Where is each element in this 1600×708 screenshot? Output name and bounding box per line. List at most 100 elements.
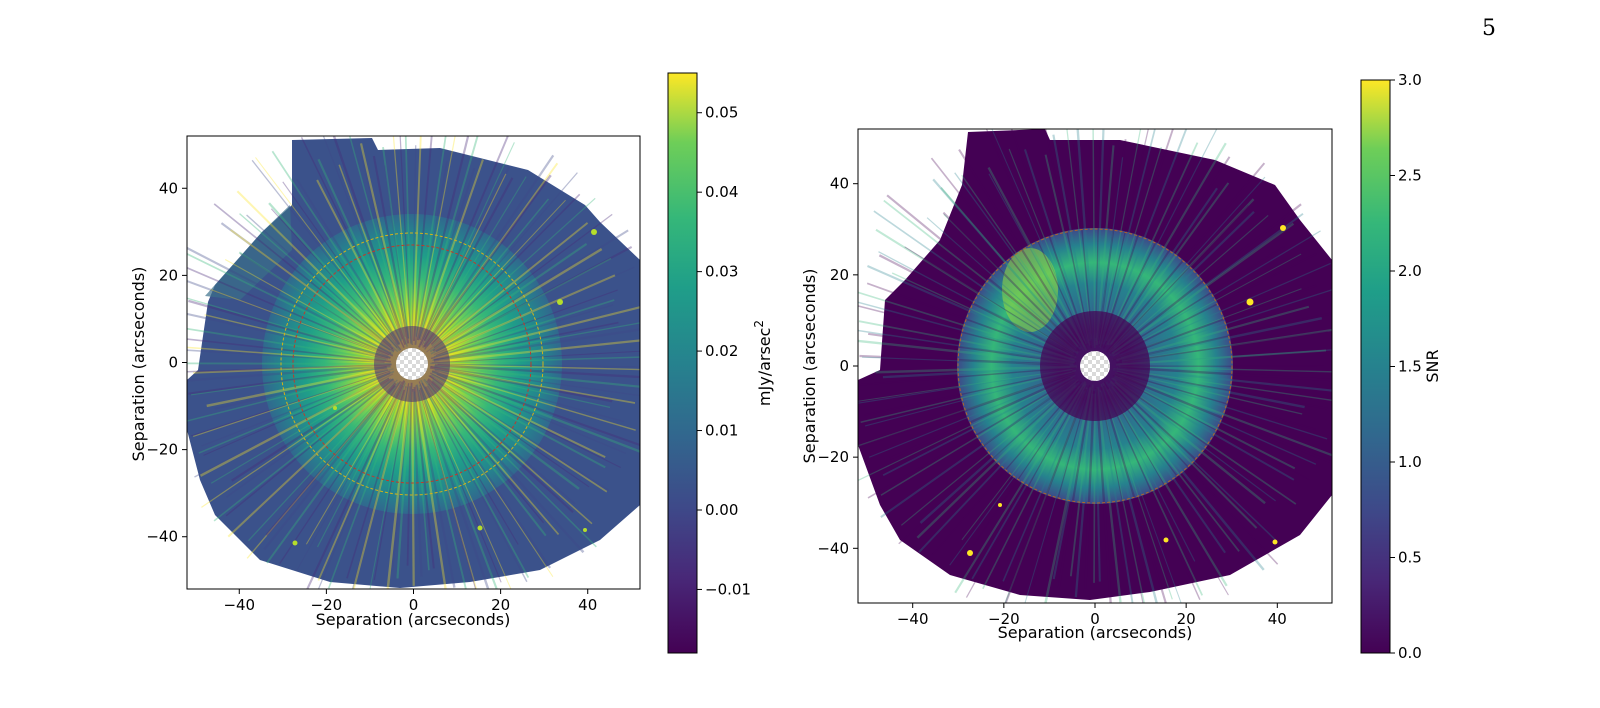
- streak: [413, 136, 433, 342]
- streak: [1052, 134, 1092, 342]
- streak: [954, 381, 1087, 594]
- streak: [1076, 129, 1095, 346]
- streak: [1105, 162, 1266, 353]
- streak: [1109, 386, 1225, 540]
- streak: [231, 377, 390, 482]
- streak: [213, 378, 394, 522]
- streak: [875, 228, 1075, 354]
- colorbar-tick-label: 2.5: [1398, 167, 1422, 185]
- streak: [1115, 349, 1327, 366]
- streak: [430, 365, 640, 397]
- streak: [1112, 374, 1310, 481]
- streak: [246, 214, 392, 346]
- streak: [426, 385, 551, 569]
- streak: [1100, 383, 1173, 600]
- streak: [433, 377, 608, 493]
- streak: [1112, 215, 1269, 352]
- streak: [187, 252, 394, 356]
- streak: [322, 136, 403, 340]
- streak: [418, 136, 509, 348]
- streak: [346, 389, 405, 579]
- streak: [392, 136, 411, 342]
- left-colorbar-label-main: mJy/arsec: [755, 328, 774, 407]
- streak: [429, 366, 613, 403]
- streak: [1103, 385, 1201, 601]
- y-tick-label: 40: [830, 175, 849, 193]
- streak: [415, 136, 456, 342]
- streak: [431, 370, 640, 447]
- streak: [423, 176, 527, 345]
- streak: [190, 366, 392, 396]
- streak: [190, 370, 391, 437]
- left-radial-streaks: [187, 136, 640, 589]
- streak: [359, 143, 408, 340]
- streak: [432, 229, 629, 352]
- streak: [1113, 385, 1279, 565]
- left-circle-outer: [280, 232, 544, 496]
- streak: [431, 350, 640, 364]
- streak: [916, 384, 1077, 539]
- streak: [431, 380, 576, 505]
- streak: [429, 374, 610, 492]
- x-tick-label: 0: [409, 596, 419, 614]
- streak: [419, 159, 484, 340]
- streak: [421, 162, 559, 350]
- streak: [982, 383, 1087, 590]
- streak: [943, 213, 1078, 349]
- streak: [433, 213, 613, 349]
- streak: [406, 382, 413, 566]
- streak: [1113, 376, 1295, 481]
- streak: [858, 301, 1077, 362]
- streak: [1112, 377, 1297, 505]
- streak: [864, 371, 1072, 427]
- streak: [418, 136, 479, 339]
- streak: [431, 370, 640, 453]
- streak: [434, 248, 603, 351]
- streak: [904, 246, 1077, 355]
- streak: [858, 368, 1073, 402]
- streak: [396, 385, 412, 579]
- streak: [433, 321, 619, 361]
- x-tick-label: −20: [311, 596, 343, 614]
- streak: [1113, 383, 1261, 520]
- streak: [1114, 375, 1296, 470]
- streak: [1114, 373, 1332, 464]
- streak: [1002, 390, 1086, 582]
- streak: [867, 377, 1075, 499]
- streak: [415, 384, 467, 589]
- streak: [1044, 129, 1093, 349]
- streak: [1098, 129, 1156, 348]
- streak: [1108, 382, 1265, 571]
- streak: [1120, 289, 1332, 359]
- streak: [1116, 305, 1310, 362]
- streak: [1105, 142, 1199, 342]
- colorbar-tick-label: 3.0: [1398, 71, 1422, 89]
- streak: [424, 386, 519, 545]
- streak: [859, 354, 1070, 367]
- streak: [889, 376, 1071, 460]
- streak: [1097, 386, 1134, 603]
- streak: [227, 379, 396, 538]
- streak: [187, 327, 387, 361]
- streak: [423, 174, 552, 348]
- streak: [430, 274, 616, 357]
- streak: [1119, 376, 1317, 465]
- streak: [266, 381, 400, 564]
- left-panel: −40 −20 0 20 40 40 20 0 −20 −40 Separation (arcse…: [129, 72, 774, 654]
- streak: [317, 158, 403, 342]
- x-tick-label: 40: [578, 596, 597, 614]
- streak: [1057, 387, 1093, 589]
- streak: [918, 381, 1080, 553]
- streak: [424, 172, 578, 350]
- streak: [428, 383, 560, 535]
- streak: [187, 246, 392, 355]
- streak: [411, 391, 415, 586]
- streak: [236, 190, 394, 346]
- streak: [1024, 388, 1089, 603]
- streak: [435, 363, 640, 371]
- colorbar-tick-label: 1.0: [1398, 453, 1422, 471]
- streak: [382, 146, 410, 339]
- streak: [348, 136, 408, 347]
- streak: [1111, 230, 1321, 357]
- left-ylabel: Separation (arcseconds): [129, 267, 148, 462]
